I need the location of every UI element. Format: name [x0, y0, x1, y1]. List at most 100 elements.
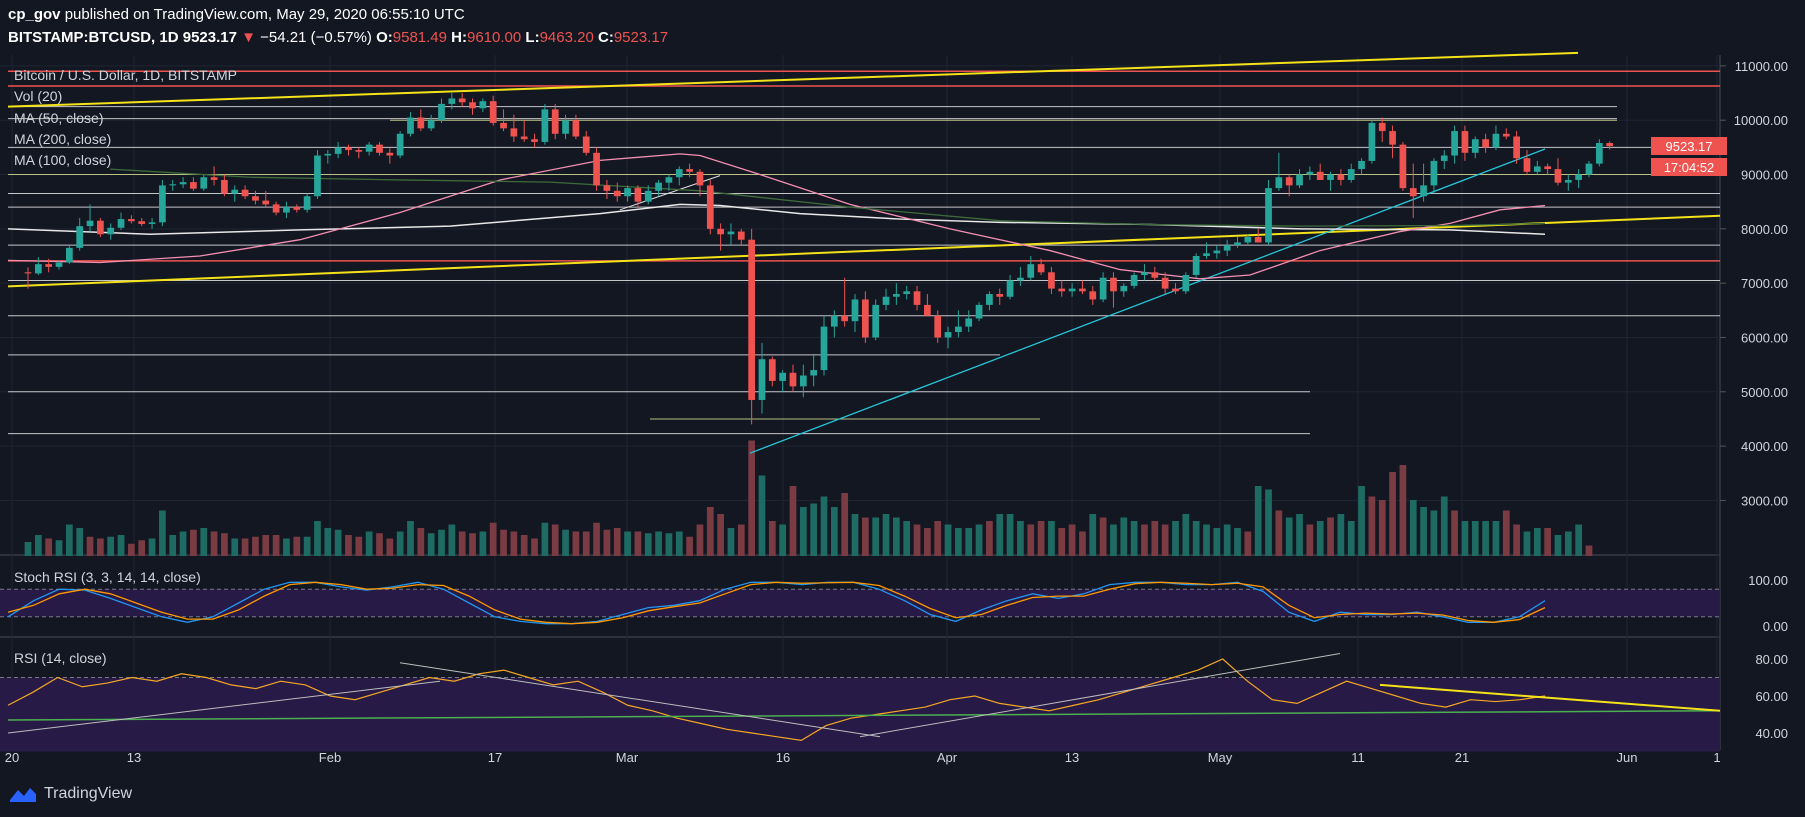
candle-body — [996, 294, 1004, 297]
candle-body — [24, 272, 32, 274]
rsi-line — [7, 658, 1546, 742]
candle-body — [955, 326, 962, 333]
volume-bar — [861, 517, 869, 556]
volume-bar — [241, 538, 249, 556]
candle-body — [1327, 174, 1334, 180]
chart-title[interactable]: Bitcoin / U.S. Dollar, 1D, BITSTAMP — [14, 67, 238, 83]
candle-body — [779, 372, 787, 381]
candle-body — [293, 207, 301, 210]
candle-body — [1306, 171, 1314, 175]
volume-bar — [1192, 521, 1200, 556]
tradingview-logo[interactable]: TradingView — [8, 784, 132, 804]
volume-bar — [551, 524, 559, 556]
volume-bar — [799, 507, 807, 556]
open-value: 9581.49 — [392, 29, 447, 46]
candle-body — [396, 133, 404, 156]
candle-body — [138, 221, 146, 224]
ma100-label[interactable]: MA (100, close) — [14, 152, 112, 168]
last-price-tag: 9523.17 — [1651, 137, 1727, 155]
candle-body — [469, 102, 476, 109]
volume-bar — [1389, 472, 1396, 556]
vol-indicator-label[interactable]: Vol (20) — [14, 88, 63, 104]
candle-body — [768, 359, 776, 381]
volume-bar — [1058, 528, 1066, 556]
rsi-label[interactable]: RSI (14, close) — [14, 650, 107, 666]
candle-body — [706, 185, 714, 229]
volume-bar — [1399, 465, 1407, 556]
volume-bar — [1006, 514, 1014, 556]
candle-body — [1213, 250, 1221, 254]
volume-bar — [324, 528, 332, 556]
price-tick-label: 6000.00 — [1741, 330, 1788, 345]
price-tick-label: 7000.00 — [1741, 276, 1788, 291]
volume-bar — [872, 517, 880, 556]
volume-bar — [1306, 524, 1314, 556]
candle-body — [644, 190, 652, 202]
candle-body — [789, 372, 797, 387]
candle-body — [799, 375, 807, 387]
volume-bar — [365, 531, 373, 556]
volume-bar — [1213, 528, 1221, 556]
volume-bar — [1327, 517, 1334, 556]
candle-body — [314, 155, 321, 197]
volume-bar — [489, 522, 497, 556]
candle-body — [603, 185, 611, 191]
candle-body — [572, 120, 580, 137]
volume-bar — [1265, 489, 1272, 556]
volume-bar — [190, 529, 197, 556]
candle-body — [458, 98, 466, 103]
volume-bar — [1337, 514, 1345, 556]
volume-bar — [1151, 521, 1159, 556]
candle-body — [975, 304, 983, 319]
candle-body — [903, 291, 911, 295]
candle-body — [1151, 272, 1159, 278]
candle-body — [1358, 160, 1365, 170]
candle-body — [551, 109, 559, 134]
volume-bar — [314, 521, 321, 556]
candle-body — [1420, 185, 1427, 197]
volume-bar — [458, 531, 466, 556]
candle-body — [944, 332, 952, 338]
candle-body — [1554, 169, 1562, 183]
rsi-grey-trendline-3 — [859, 652, 1341, 738]
volume-bar — [427, 533, 435, 556]
candle-body — [1079, 288, 1086, 292]
publisher-name[interactable]: cp_gov — [8, 6, 61, 23]
volume-bar — [479, 531, 487, 556]
volume-bar — [1141, 524, 1148, 556]
candle-body — [675, 169, 683, 178]
price-tick-label: 10000.00 — [1734, 113, 1788, 128]
volume-bar — [355, 536, 363, 556]
candle-body — [272, 204, 280, 213]
high-value: 9610.00 — [467, 29, 522, 46]
symbol-label[interactable]: BITSTAMP:BTCUSD, 1D — [8, 29, 179, 46]
candle-body — [986, 294, 993, 305]
candle-body — [872, 304, 880, 338]
volume-bar — [376, 533, 383, 556]
volume-bar — [1089, 514, 1097, 556]
candle-body — [1513, 136, 1520, 159]
candle-body — [1389, 131, 1396, 145]
published-text: published on TradingView.com, May 29, 20… — [64, 6, 465, 23]
candle-body — [593, 152, 600, 186]
candle-body — [562, 120, 569, 134]
stoch-rsi-label[interactable]: Stoch RSI (3, 3, 14, 14, close) — [14, 569, 201, 585]
volume-bar — [603, 529, 611, 556]
volume-bar — [903, 521, 911, 556]
ma50-label[interactable]: MA (50, close) — [14, 110, 104, 126]
rsi-green-trendline — [7, 710, 1721, 721]
ma200-label[interactable]: MA (200, close) — [14, 131, 112, 147]
volume-bar — [851, 514, 859, 556]
candle-body — [655, 182, 662, 191]
candle-body — [283, 207, 290, 213]
volume-bar — [655, 531, 662, 556]
candle-body — [324, 153, 332, 156]
volume-bar — [438, 529, 445, 556]
candle-body — [500, 122, 507, 129]
candle-body — [727, 231, 735, 235]
volume-bar — [1430, 510, 1438, 556]
candle-body — [345, 147, 352, 151]
blue-trendline — [749, 148, 1546, 454]
x-tick-label: 20 — [5, 750, 19, 765]
